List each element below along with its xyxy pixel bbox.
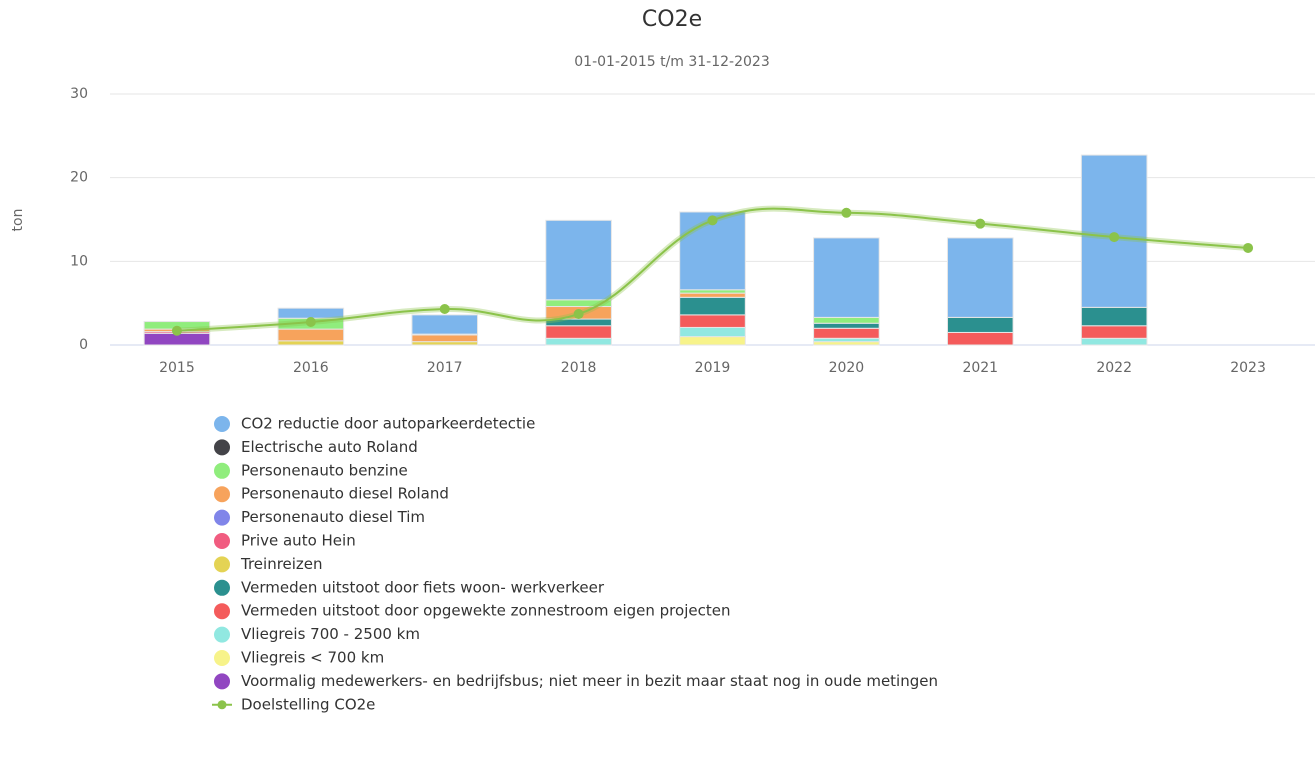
bar-segment: [679, 296, 746, 316]
x-tick-label: 2021: [962, 360, 998, 376]
legend-label: Treinreizen: [240, 555, 323, 573]
line: [176, 207, 1249, 332]
bar-segment: [679, 292, 746, 298]
line-point: [1109, 232, 1120, 243]
y-axis-label: ton: [10, 209, 26, 232]
legend-symbol: [214, 439, 230, 456]
bar-segment: [277, 340, 345, 346]
line-point: [841, 207, 852, 218]
legend-label: CO2 reductie door autoparkeerdetectie: [241, 415, 535, 433]
bar-segment: [946, 331, 1014, 346]
legend-label: Voormalig medewerkers- en bedrijfsbus; n…: [241, 672, 938, 690]
bar-segment: [411, 314, 479, 335]
legend-label: Electrische auto Roland: [241, 438, 418, 456]
legend-symbol: [214, 462, 230, 479]
line-point: [171, 325, 182, 336]
chart-title: CO2e: [642, 7, 702, 32]
legend-label: Personenauto diesel Tim: [241, 508, 425, 526]
bar-segment: [946, 237, 1014, 318]
line-point: [305, 316, 316, 327]
legend-label: Personenauto diesel Roland: [241, 485, 449, 503]
bar-segment: [1080, 306, 1148, 327]
legend-label: Vliegreis 700 - 2500 km: [241, 625, 420, 643]
legend-symbol: [214, 509, 230, 526]
x-tick-label: 2019: [695, 360, 731, 376]
line-point: [707, 215, 718, 226]
x-tick-label: 2022: [1096, 360, 1132, 376]
line-point: [439, 304, 450, 315]
bar-segment: [545, 337, 612, 346]
bar-segment: [679, 326, 746, 338]
x-tick-label: 2016: [293, 360, 329, 376]
legend-symbol: [217, 700, 227, 710]
legend-symbol: [214, 650, 230, 666]
legend-label: Doelstelling CO2e: [241, 695, 375, 713]
x-tick-label: 2017: [427, 360, 463, 376]
bar-segment: [946, 316, 1014, 333]
bar-segment: [813, 316, 880, 324]
bar-segment: [679, 314, 746, 328]
chart-subtitle: 01-01-2015 t/m 31-12-2023: [574, 54, 769, 70]
line-point: [975, 218, 986, 229]
bar-segment: [813, 341, 880, 346]
legend-symbol: [214, 579, 230, 596]
x-tick-label: 2023: [1230, 360, 1266, 376]
bar-segment: [813, 327, 880, 339]
bar-segment: [545, 219, 612, 301]
y-tick-label: 10: [70, 253, 88, 269]
bar-segment: [813, 337, 880, 343]
y-tick-label: 20: [70, 170, 88, 186]
x-tick-label: 2018: [561, 360, 597, 376]
line-point: [1243, 242, 1254, 253]
bar-segment: [545, 325, 612, 339]
x-tick-label: 2020: [829, 360, 865, 376]
bar-segment: [277, 328, 345, 342]
y-tick-label: 0: [79, 337, 88, 353]
legend-label: Prive auto Hein: [241, 532, 356, 550]
y-tick-label: 30: [70, 86, 88, 102]
bar-segment: [1080, 154, 1148, 308]
bar-segment: [679, 289, 746, 294]
bar-segment: [679, 336, 746, 346]
legend-symbol: [214, 533, 230, 549]
bar-segment: [411, 334, 479, 343]
bar-segment: [411, 341, 479, 346]
x-tick-label: 2015: [159, 360, 195, 376]
legend-symbol: [214, 556, 230, 573]
legend-symbol: [214, 673, 230, 690]
legend-symbol: [214, 416, 230, 432]
bar-segment: [277, 307, 345, 319]
bar-segment: [1080, 325, 1148, 339]
bar-segment: [813, 322, 880, 329]
legend-symbol: [214, 626, 230, 643]
legend-label: Vermeden uitstoot door fiets woon- werkv…: [241, 578, 605, 596]
bar-segment: [1080, 337, 1148, 346]
legend-label: Vliegreis < 700 km: [241, 649, 384, 667]
bar-segment: [813, 237, 880, 318]
legend-symbol: [214, 603, 230, 620]
legend-symbol: [214, 486, 230, 503]
line-point: [573, 309, 584, 320]
legend-label: Vermeden uitstoot door opgewekte zonnest…: [241, 602, 730, 620]
legend-label: Personenauto benzine: [241, 461, 408, 479]
